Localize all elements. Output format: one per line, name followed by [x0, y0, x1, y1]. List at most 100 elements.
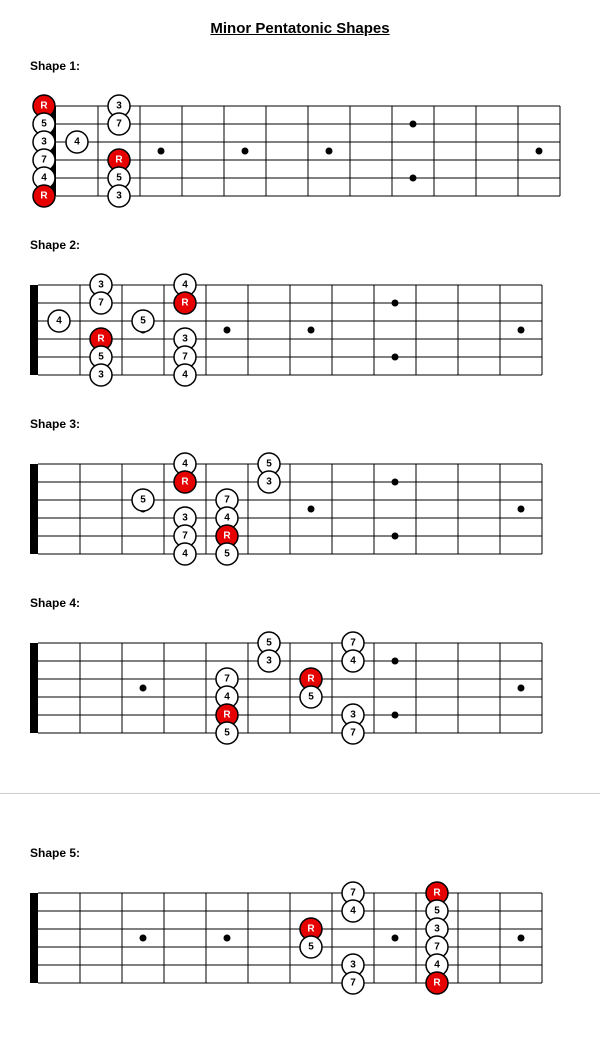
scale-note: 4 — [66, 131, 88, 153]
fretboard-wrap: 5374R574R537 — [30, 628, 570, 753]
svg-text:7: 7 — [116, 119, 122, 130]
svg-text:4: 4 — [224, 513, 230, 524]
svg-text:3: 3 — [116, 191, 122, 202]
svg-text:R: R — [181, 477, 189, 488]
svg-text:3: 3 — [98, 280, 104, 291]
page-title: Minor Pentatonic Shapes — [30, 20, 570, 37]
scale-note: 7 — [108, 113, 130, 135]
svg-text:R: R — [223, 710, 231, 721]
svg-text:4: 4 — [182, 459, 188, 470]
svg-text:7: 7 — [182, 352, 188, 363]
svg-text:3: 3 — [41, 137, 47, 148]
shape-label: Shape 2: — [30, 238, 570, 252]
svg-text:R: R — [307, 924, 315, 935]
scale-note: 4 — [342, 900, 364, 922]
svg-text:R: R — [433, 978, 441, 989]
svg-text:4: 4 — [434, 960, 440, 971]
svg-text:5: 5 — [140, 316, 146, 327]
fretboard-wrap: R 5 3 7 4 R 3 7 4 R 5 3 — [30, 91, 570, 216]
root-note: R — [174, 471, 196, 493]
fretboard-diagram: 4 R 5 3 7 4 5 3 7 4 R 5 — [30, 449, 544, 569]
svg-text:4: 4 — [56, 316, 62, 327]
svg-text:R: R — [181, 298, 189, 309]
svg-text:3: 3 — [182, 513, 188, 524]
svg-text:5: 5 — [308, 942, 314, 953]
svg-text:4: 4 — [182, 280, 188, 291]
scale-note: 3 — [90, 364, 112, 386]
svg-text:7: 7 — [182, 531, 188, 542]
svg-text:5: 5 — [224, 728, 230, 739]
svg-text:7: 7 — [434, 942, 440, 953]
shape-label: Shape 1: — [30, 59, 570, 73]
fretboard-wrap: 4 R 5 3 7 4 5 3 7 4 R 5 — [30, 449, 570, 574]
fretboard-diagram: 3 7 4 R 5 3 4 R 5 3 7 4 — [30, 270, 544, 390]
svg-text:3: 3 — [98, 370, 104, 381]
scale-note: 4 — [342, 650, 364, 672]
svg-text:R: R — [40, 191, 48, 202]
svg-text:5: 5 — [266, 638, 272, 649]
shape-label: Shape 3: — [30, 417, 570, 431]
shapes-container: Shape 1:R5374R374R53Shape 2:374R534R5374… — [30, 59, 570, 1003]
fretboard-diagram: 5374R574R537 — [30, 628, 544, 748]
svg-text:3: 3 — [350, 710, 356, 721]
svg-text:R: R — [115, 155, 123, 166]
svg-text:4: 4 — [182, 370, 188, 381]
root-note: R — [426, 972, 448, 994]
svg-text:4: 4 — [41, 173, 47, 184]
svg-text:5: 5 — [140, 495, 146, 506]
svg-text:R: R — [223, 531, 231, 542]
scale-note: 4 — [48, 310, 70, 332]
svg-text:4: 4 — [74, 137, 80, 148]
root-note: R — [33, 185, 55, 207]
fretboard-diagram: R 5 3 7 4 R 3 7 4 R 5 3 — [30, 91, 562, 211]
scale-note: 5 — [216, 722, 238, 744]
svg-text:R: R — [307, 674, 315, 685]
fretboard-diagram: 7 4 R 5 3 7 R 5 3 7 4 R — [30, 878, 544, 998]
fretboard-wrap: 7 4 R 5 3 7 R 5 3 7 4 R — [30, 878, 570, 1003]
svg-text:3: 3 — [350, 960, 356, 971]
root-note: R — [174, 292, 196, 314]
svg-text:7: 7 — [98, 298, 104, 309]
svg-text:4: 4 — [350, 656, 356, 667]
svg-text:R: R — [40, 101, 48, 112]
scale-note: 5 — [132, 489, 154, 511]
scale-note: 3 — [108, 185, 130, 207]
scale-note: 5 — [300, 686, 322, 708]
svg-text:4: 4 — [182, 549, 188, 560]
svg-text:5: 5 — [224, 549, 230, 560]
scale-note: 7 — [90, 292, 112, 314]
svg-text:7: 7 — [350, 978, 356, 989]
scale-note: 5 — [132, 310, 154, 332]
svg-text:5: 5 — [116, 173, 122, 184]
svg-text:5: 5 — [434, 906, 440, 917]
svg-text:4: 4 — [350, 906, 356, 917]
scale-note: 3 — [258, 650, 280, 672]
svg-text:7: 7 — [224, 495, 230, 506]
scale-note: 7 — [342, 722, 364, 744]
svg-text:4: 4 — [224, 692, 230, 703]
scale-note: 3 — [258, 471, 280, 493]
svg-text:7: 7 — [41, 155, 47, 166]
scale-note: 5 — [300, 936, 322, 958]
scale-note: 4 — [174, 364, 196, 386]
svg-text:R: R — [97, 334, 105, 345]
shape-label: Shape 5: — [30, 846, 570, 860]
svg-text:3: 3 — [434, 924, 440, 935]
svg-text:3: 3 — [266, 656, 272, 667]
svg-text:5: 5 — [41, 119, 47, 130]
svg-text:3: 3 — [116, 101, 122, 112]
scale-note: 4 — [174, 543, 196, 565]
svg-text:7: 7 — [350, 638, 356, 649]
svg-text:5: 5 — [266, 459, 272, 470]
svg-text:5: 5 — [98, 352, 104, 363]
scale-note: 7 — [342, 972, 364, 994]
scale-note: 5 — [216, 543, 238, 565]
svg-text:3: 3 — [266, 477, 272, 488]
svg-text:3: 3 — [182, 334, 188, 345]
svg-text:7: 7 — [350, 888, 356, 899]
svg-text:R: R — [433, 888, 441, 899]
fretboard-wrap: 3 7 4 R 5 3 4 R 5 3 7 4 — [30, 270, 570, 395]
svg-text:5: 5 — [308, 692, 314, 703]
svg-text:7: 7 — [350, 728, 356, 739]
shape-label: Shape 4: — [30, 596, 570, 610]
